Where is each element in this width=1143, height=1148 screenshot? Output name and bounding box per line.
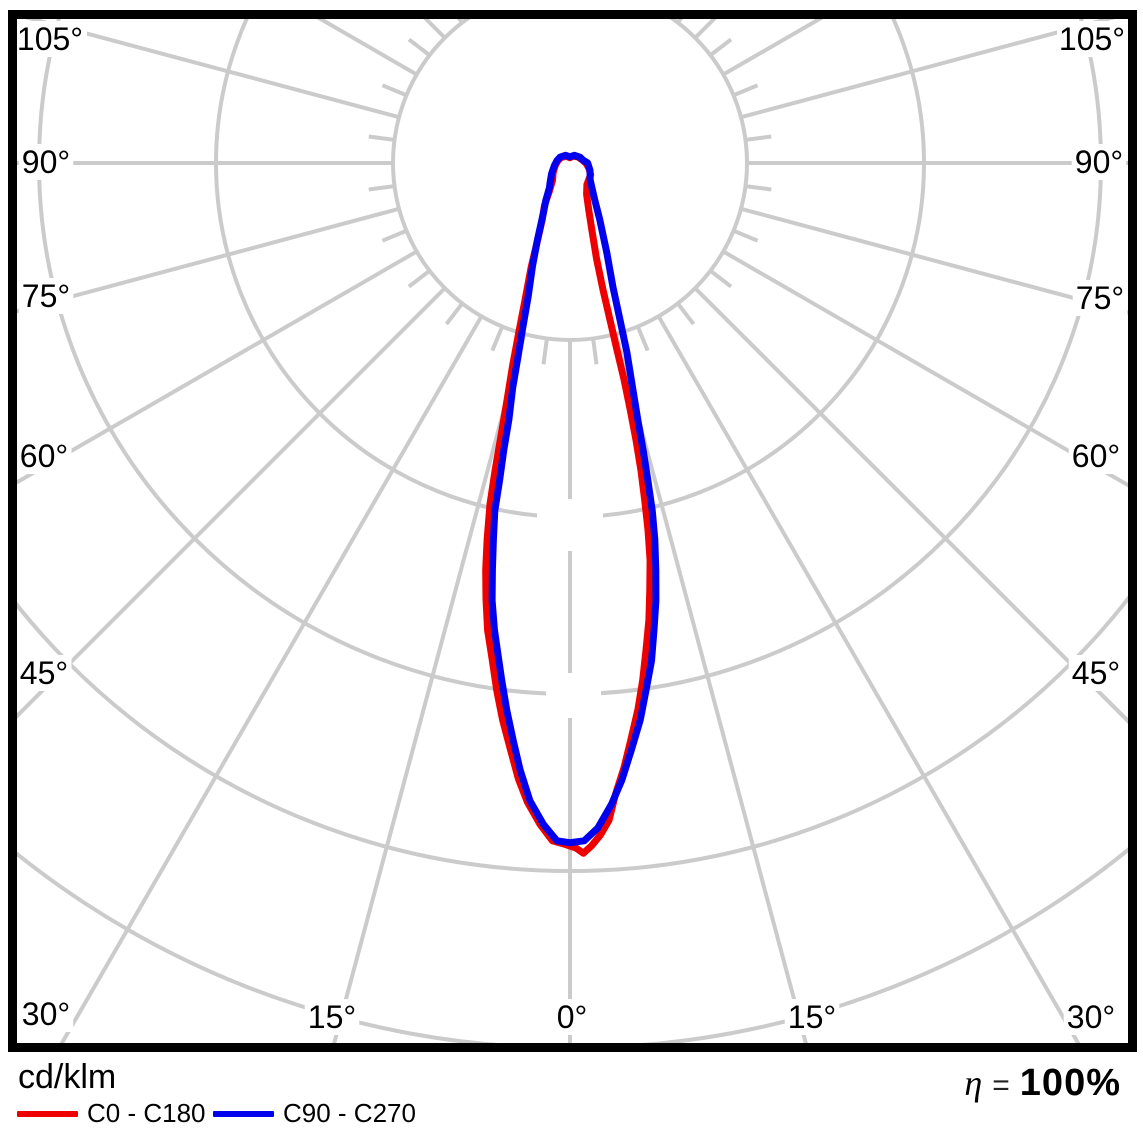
angle-tick — [593, 338, 596, 364]
angle-tick — [382, 231, 406, 241]
angle-tick — [745, 137, 771, 140]
blanked-ring-label-patch — [546, 673, 601, 718]
angle-tick — [734, 85, 758, 95]
angle-label: 15° — [788, 999, 836, 1035]
angle-tick — [678, 303, 694, 324]
angle-label: 90° — [1075, 144, 1123, 180]
legend-label-c0-c180: C0 - C180 — [87, 1098, 206, 1129]
angle-label: 30° — [1067, 999, 1115, 1035]
angle-label: 30° — [22, 996, 70, 1032]
angle-label: 105° — [1059, 21, 1125, 57]
angle-tick — [638, 327, 648, 351]
legend-swatch-c90-c270 — [213, 1111, 274, 1117]
radial-line — [0, 252, 417, 964]
angle-label: 15° — [308, 999, 356, 1035]
angle-tick — [382, 85, 406, 95]
blanked-ring-label-patch — [537, 499, 603, 551]
eta-equals-sign: = — [992, 1069, 1010, 1103]
legend-entry-c90-c270: C90 - C270 — [213, 1098, 416, 1129]
angle-tick — [409, 271, 430, 287]
legend-entry-c0-c180: C0 - C180 — [17, 1098, 206, 1129]
angle-label: 75° — [1076, 280, 1124, 316]
angle-label: 60° — [20, 438, 68, 474]
angle-label: 45° — [20, 655, 68, 691]
radial-line — [0, 0, 482, 10]
angle-label: 45° — [1072, 655, 1120, 691]
angle-tick — [492, 327, 502, 351]
legend-swatch-c0-c180 — [17, 1111, 78, 1117]
angle-label: 105° — [17, 21, 83, 57]
angle-tick — [745, 186, 771, 189]
unit-label: cd/klm — [18, 1058, 116, 1097]
angle-label: 0° — [557, 999, 588, 1035]
angle-label: 60° — [1072, 438, 1120, 474]
angle-tick — [710, 39, 731, 55]
legend-label-c90-c270: C90 - C270 — [283, 1098, 416, 1129]
angle-tick — [446, 303, 462, 324]
angle-tick — [409, 39, 430, 55]
angle-tick — [369, 186, 395, 189]
angle-label: 75° — [22, 278, 70, 314]
efficiency-readout: η = 100% — [964, 1062, 1121, 1105]
grid-ring — [393, 0, 747, 340]
eta-symbol: η — [964, 1062, 982, 1104]
radial-line — [723, 252, 1143, 964]
angle-label: 90° — [22, 144, 70, 180]
radial-line — [659, 0, 1143, 10]
angle-tick — [710, 271, 731, 287]
angle-tick — [544, 338, 547, 364]
angle-tick — [734, 231, 758, 241]
eta-value: 100% — [1020, 1062, 1121, 1105]
angle-tick — [369, 137, 395, 140]
